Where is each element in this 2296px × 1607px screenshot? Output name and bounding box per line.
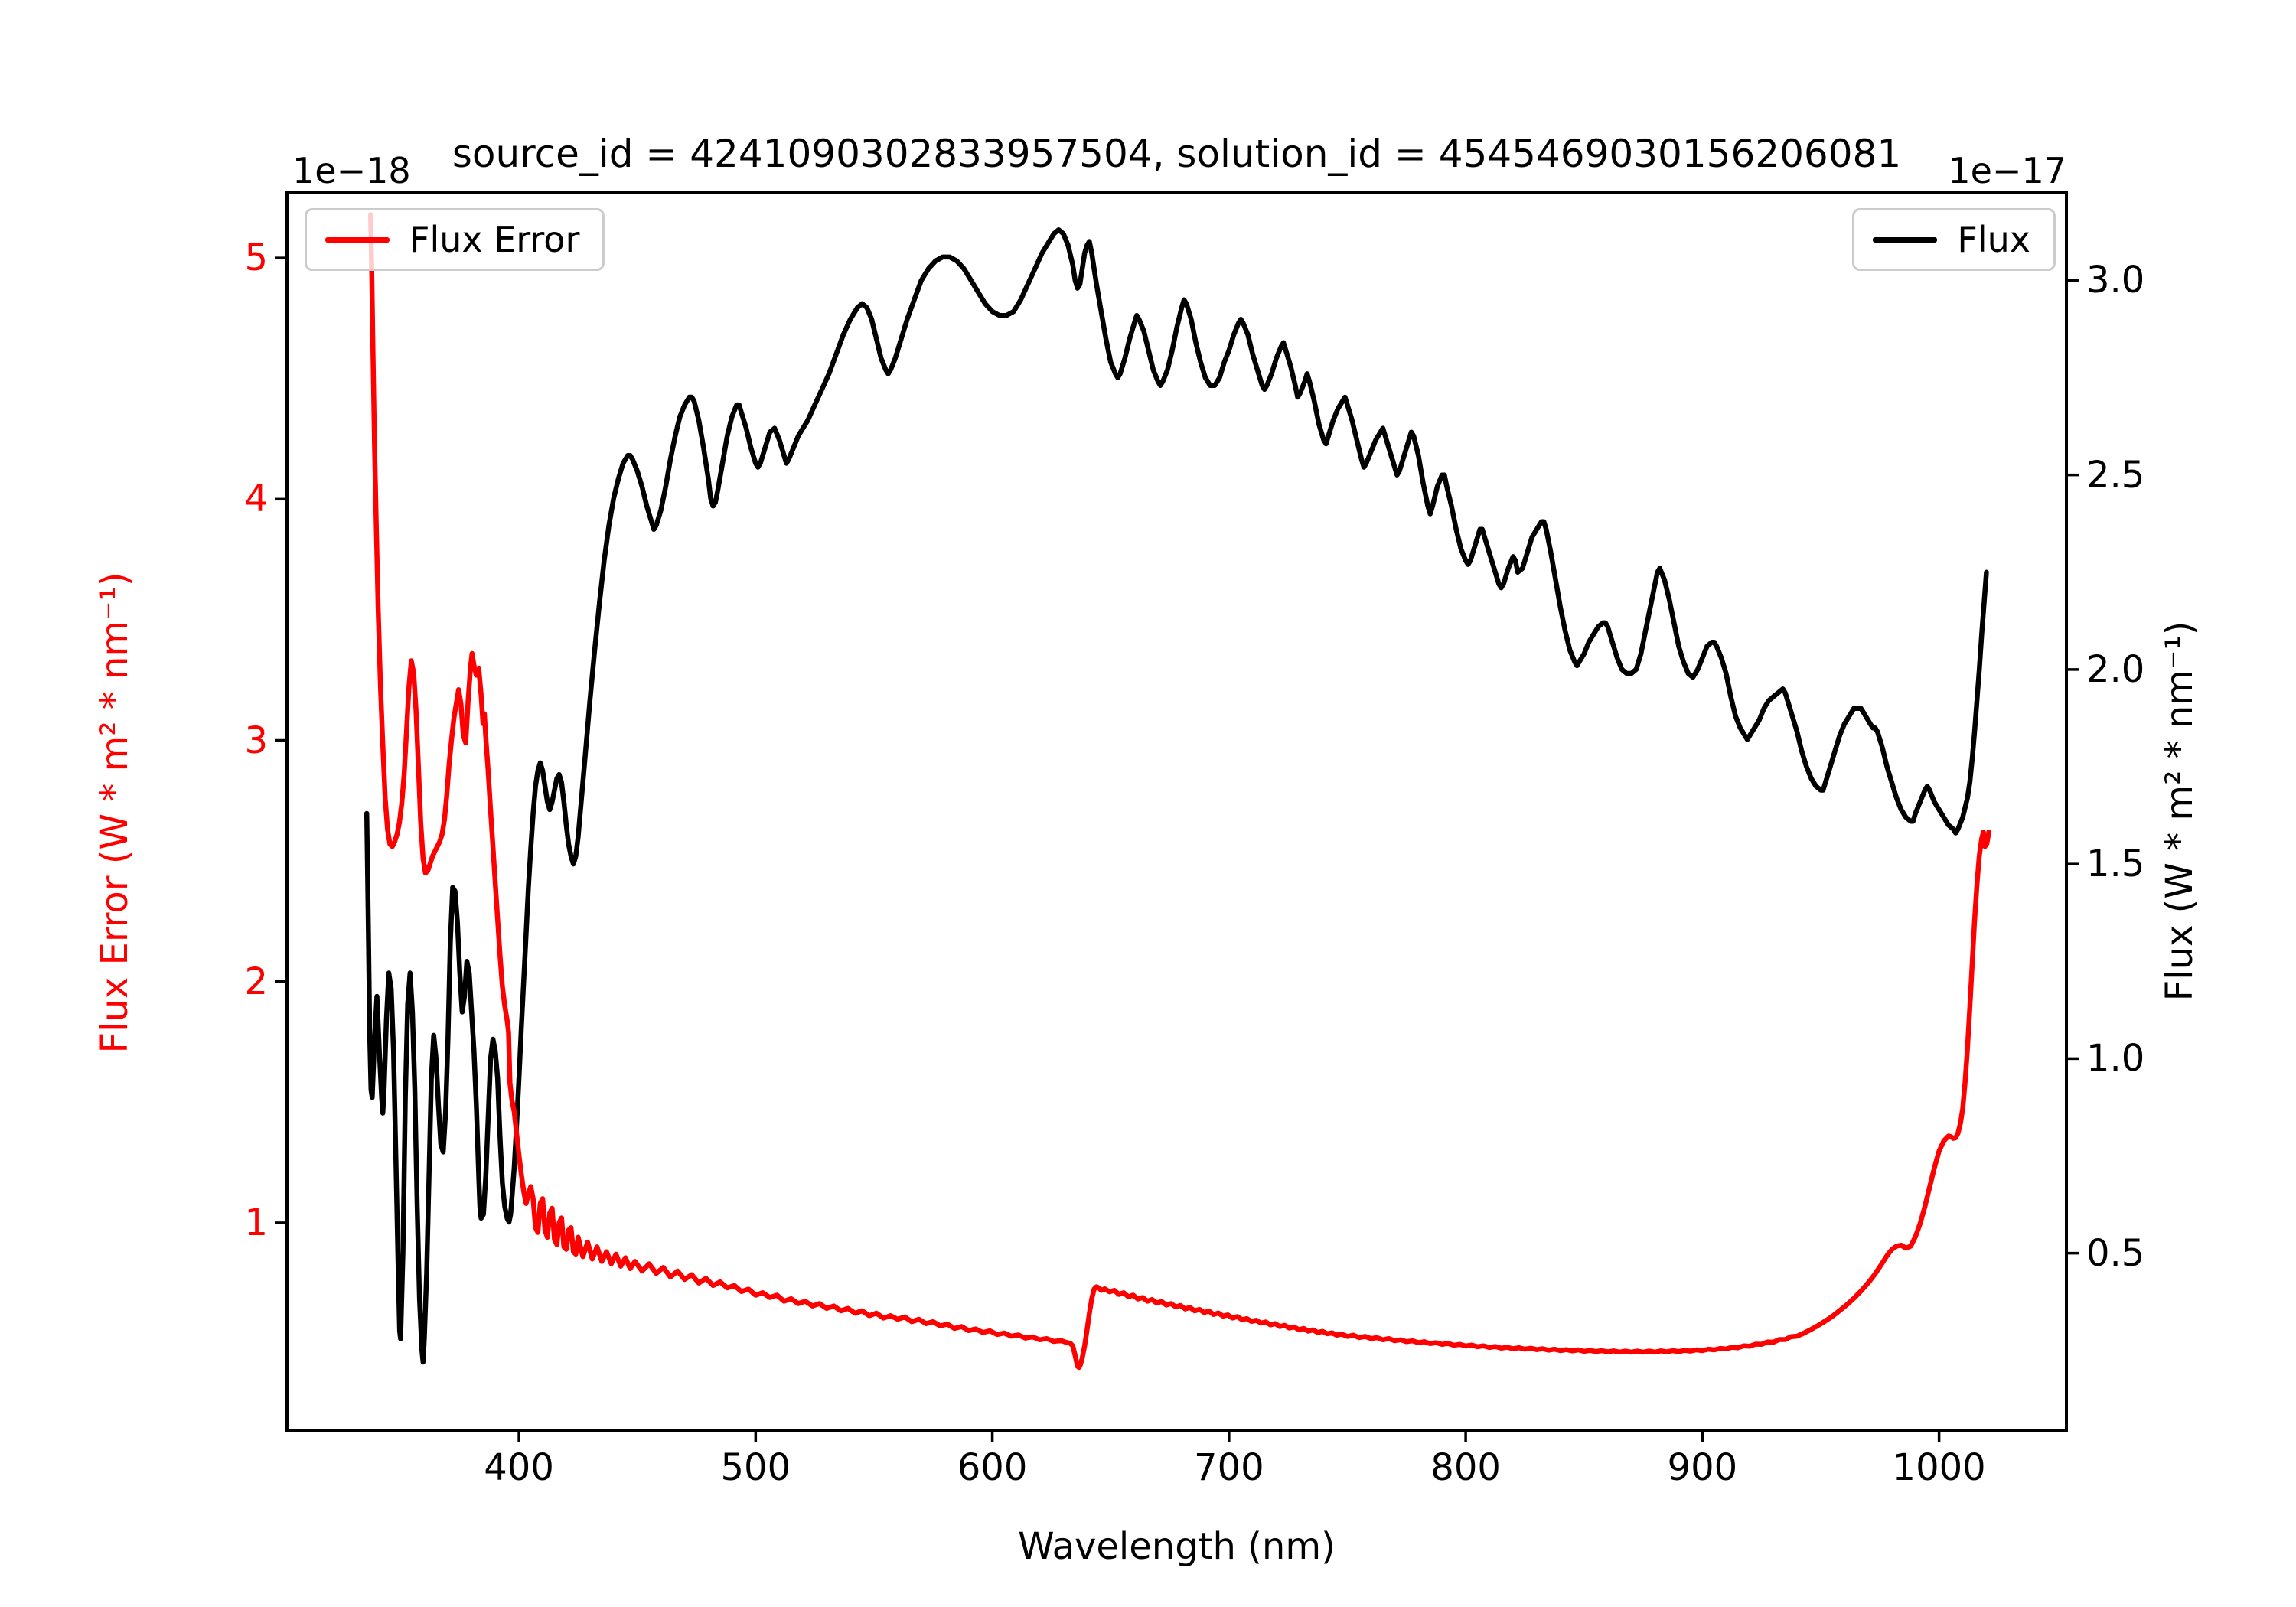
legend-flux-error-label: Flux Error (409, 219, 580, 260)
left-y-axis-label: Flux Error (W * m² * nm⁻¹) (93, 572, 136, 1054)
right-y-tick-label: 2.0 (2086, 647, 2145, 691)
left-y-tick-label: 1 (244, 1201, 268, 1244)
x-axis-label: Wavelength (nm) (1018, 1525, 1336, 1568)
left-y-tick-label: 2 (244, 960, 268, 1003)
x-tick-label: 600 (957, 1446, 1028, 1489)
flux-error-line-sample (325, 236, 390, 243)
right-axis-offset-text: 1e−17 (1948, 150, 2066, 191)
right-y-tick-label: 3.0 (2086, 259, 2145, 302)
left-y-tick-label: 3 (244, 719, 268, 762)
x-tick-label: 500 (720, 1446, 791, 1489)
right-y-tick-label: 2.5 (2086, 453, 2145, 497)
flux-error-curve (367, 212, 1991, 1371)
left-y-tick-label: 5 (244, 236, 268, 280)
right-y-tick-label: 0.5 (2086, 1231, 2145, 1275)
legend-flux: Flux (1852, 208, 2056, 271)
flux-line-sample (1873, 236, 1938, 243)
left-axis-offset-text: 1e−18 (292, 150, 411, 191)
right-y-tick-label: 1.5 (2086, 843, 2145, 886)
x-tick-label: 1000 (1892, 1446, 1986, 1489)
left-y-tick-label: 4 (244, 478, 268, 521)
legend-flux-error: Flux Error (305, 208, 605, 271)
flux-curve (364, 227, 1989, 1365)
x-tick-label: 700 (1194, 1446, 1264, 1489)
x-tick-label: 400 (484, 1446, 554, 1489)
chart-title: source_id = 4241090302833957504, solutio… (452, 132, 1902, 176)
x-tick-label: 900 (1667, 1446, 1738, 1489)
x-tick-label: 800 (1430, 1446, 1501, 1489)
right-y-tick-label: 1.0 (2086, 1037, 2145, 1081)
legend-flux-label: Flux (1957, 219, 2030, 260)
axes-frame (285, 191, 2068, 1432)
